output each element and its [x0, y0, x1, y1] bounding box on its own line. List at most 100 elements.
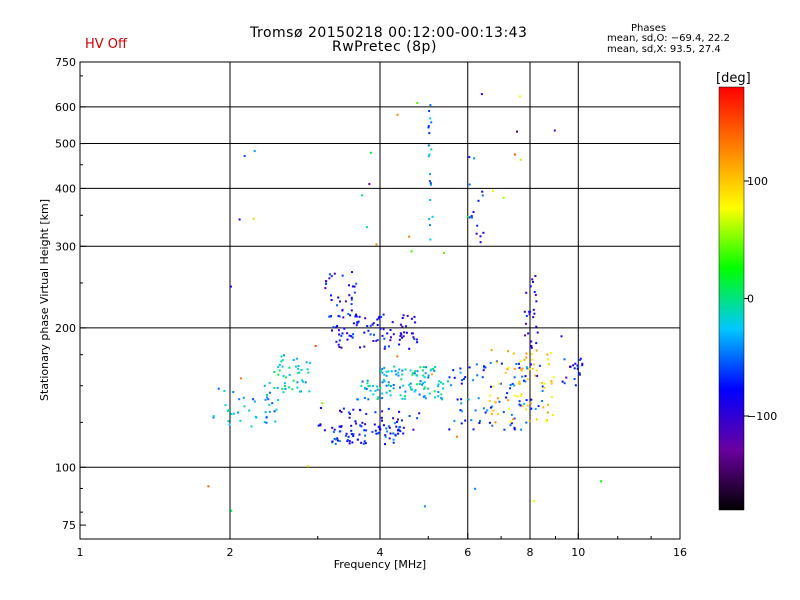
data-point [296, 381, 299, 384]
data-point [405, 331, 408, 334]
data-point [531, 367, 534, 370]
data-point [268, 403, 271, 406]
data-point [476, 374, 479, 377]
data-point [494, 421, 497, 424]
data-point [479, 241, 482, 244]
data-point [399, 430, 402, 433]
data-point [443, 251, 446, 254]
data-point [513, 417, 516, 420]
data-point [453, 419, 456, 422]
data-point [389, 385, 392, 388]
data-point [346, 332, 349, 335]
data-point [494, 400, 497, 403]
data-point [401, 336, 403, 339]
data-point [360, 384, 363, 387]
data-point [581, 364, 584, 367]
data-point [531, 358, 534, 361]
data-point [400, 378, 403, 381]
data-point [380, 370, 383, 373]
data-point [532, 500, 535, 503]
data-point [510, 413, 513, 416]
data-point [437, 385, 440, 388]
data-point [468, 216, 471, 219]
data-point [384, 443, 386, 446]
data-point [429, 104, 432, 107]
data-point [577, 365, 580, 368]
data-point [535, 369, 538, 372]
data-point [239, 377, 242, 380]
data-point [481, 190, 484, 193]
y-tick-label: 100 [55, 461, 76, 474]
data-point [284, 387, 287, 390]
data-point [411, 372, 414, 375]
data-point [375, 243, 378, 246]
data-point [529, 363, 532, 366]
data-point [486, 409, 489, 412]
y-tick-label: 200 [55, 322, 76, 335]
data-point [422, 369, 424, 372]
data-point [364, 386, 366, 389]
data-point [536, 331, 539, 334]
data-point [411, 373, 414, 376]
data-point [237, 411, 239, 414]
data-point [416, 341, 419, 344]
data-point [314, 345, 317, 347]
data-point [274, 420, 277, 423]
data-point [429, 117, 432, 120]
data-point [480, 93, 483, 96]
data-point [507, 399, 510, 402]
data-point [402, 314, 405, 317]
data-point [427, 125, 430, 128]
data-point [429, 199, 432, 201]
data-point [393, 422, 396, 425]
y-axis-label: Stationary phase Virtual Height [km] [38, 199, 51, 401]
data-point [267, 398, 270, 401]
data-point [529, 402, 532, 405]
data-point [507, 366, 510, 369]
data-point [356, 322, 359, 325]
data-point [335, 438, 337, 441]
data-point [404, 390, 407, 393]
data-point [525, 356, 528, 359]
x-tick-label: 1 [77, 546, 84, 559]
data-point [440, 393, 443, 396]
data-point [363, 345, 366, 348]
data-point [265, 421, 268, 424]
data-point [334, 442, 337, 445]
data-point [479, 420, 481, 422]
data-point [329, 315, 332, 318]
data-point [349, 314, 352, 317]
data-point [250, 425, 253, 428]
data-point [346, 439, 349, 442]
data-point [415, 338, 418, 341]
data-point [477, 199, 480, 202]
data-point [433, 369, 436, 372]
data-point [534, 293, 537, 296]
data-point [359, 424, 362, 427]
data-point [288, 374, 291, 376]
data-point [427, 126, 430, 129]
data-point [224, 404, 227, 407]
data-point [550, 381, 553, 384]
data-point [413, 337, 416, 340]
data-point [423, 386, 426, 389]
data-point [283, 385, 286, 387]
data-point [330, 275, 333, 278]
data-point [376, 324, 379, 326]
data-point [374, 411, 377, 414]
data-point [386, 332, 389, 335]
data-point [418, 393, 421, 396]
data-point [396, 355, 399, 358]
data-point [461, 410, 464, 413]
data-point [500, 362, 503, 365]
data-point [430, 373, 433, 376]
data-point [428, 218, 431, 221]
data-point [497, 413, 499, 415]
data-point [382, 328, 385, 331]
data-point [228, 409, 230, 412]
data-point [484, 411, 487, 414]
data-point [347, 435, 350, 438]
colorbar-tick-label: 100 [747, 175, 768, 188]
data-point [363, 331, 366, 334]
data-point [387, 407, 390, 410]
